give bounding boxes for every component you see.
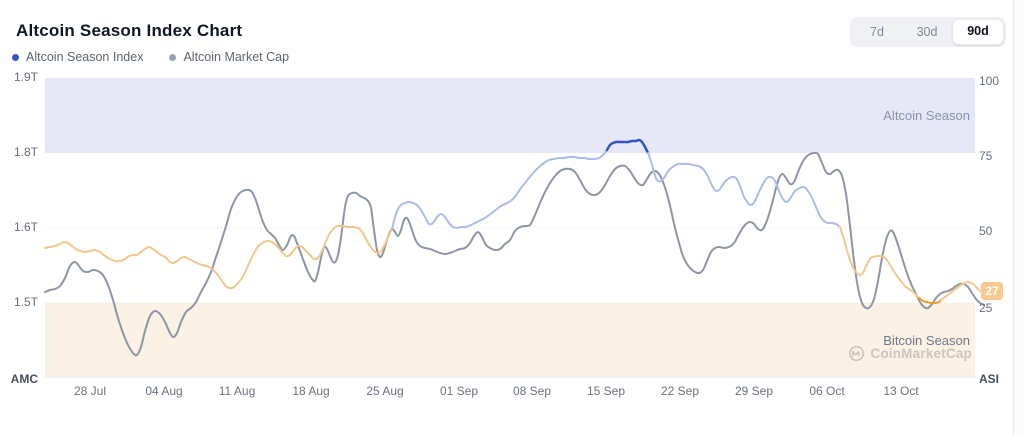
- altcoin-season-band: [45, 78, 975, 153]
- current-asi-value-badge: 27: [981, 282, 1003, 300]
- y-right-tick-50: 50: [979, 224, 993, 238]
- right-axis-name-asi: ASI: [979, 372, 1000, 386]
- legend-dot-blue-icon: [12, 53, 19, 61]
- altcoin-season-zone-label: Altcoin Season: [883, 108, 970, 123]
- x-tick-28-jul: 28 Jul: [73, 384, 107, 398]
- legend-item-altcoin-season-index[interactable]: Altcoin Season Index: [12, 50, 143, 64]
- y-right-tick-75: 75: [979, 149, 993, 163]
- bitcoin-season-band: [45, 303, 975, 377]
- altcoin-season-index-line-blue-light-2: [647, 152, 841, 228]
- x-tick-25-aug: 25 Aug: [366, 384, 404, 398]
- y-right-tick-100: 100: [979, 74, 1000, 88]
- altcoin-season-index-line-orange-2: [839, 226, 920, 299]
- altcoin-season-index-line-blue-light-1: [391, 149, 608, 230]
- watermark-text: CoinMarketCap: [870, 346, 972, 361]
- page-title: Altcoin Season Index Chart: [16, 21, 243, 40]
- legend-label: Altcoin Market Cap: [183, 50, 290, 64]
- altcoin-season-index-line-orange-3: [940, 280, 981, 301]
- legend-label: Altcoin Season Index: [26, 50, 144, 64]
- x-tick-08-sep: 08 Sep: [512, 384, 552, 398]
- range-button-30d[interactable]: 30d: [916, 25, 938, 39]
- scrollbar-track[interactable]: [1013, 0, 1024, 436]
- range-button-90d[interactable]: 90d: [952, 19, 1004, 45]
- x-tick-18-aug: 18 Aug: [292, 384, 330, 398]
- x-tick-06-oct: 06 Oct: [809, 384, 845, 398]
- altcoin-season-index-line-orange-deep: [918, 297, 942, 305]
- y-left-tick-1-5t: 1.5T: [13, 295, 38, 309]
- x-tick-15-sep: 15 Sep: [586, 384, 626, 398]
- chart-legend: Altcoin Season Index Altcoin Market Cap: [12, 50, 289, 64]
- y-left-tick-1-8t: 1.8T: [13, 145, 38, 159]
- coinmarketcap-logo-icon: [849, 345, 865, 362]
- x-tick-01-sep: 01 Sep: [439, 384, 479, 398]
- y-left-tick-1-9t: 1.9T: [13, 70, 38, 84]
- bitcoin-season-zone-label: Bitcoin Season: [883, 333, 970, 348]
- y-right-tick-25: 25: [979, 301, 993, 315]
- x-tick-22-sep: 22 Sep: [660, 384, 700, 398]
- watermark: CoinMarketCap: [848, 345, 972, 362]
- x-tick-29-sep: 29 Sep: [734, 384, 774, 398]
- series-layer: [44, 138, 985, 357]
- left-axis-name-amc: AMC: [10, 372, 38, 386]
- range-button-7d[interactable]: 7d: [870, 25, 884, 39]
- altcoin-season-index-line-orange-1: [44, 224, 393, 290]
- x-tick-11-aug: 11 Aug: [218, 384, 256, 398]
- legend-item-altcoin-market-cap[interactable]: Altcoin Market Cap: [169, 50, 289, 64]
- y-left-tick-1-6t: 1.6T: [13, 220, 38, 234]
- legend-dot-gray-icon: [169, 53, 177, 61]
- altcoin-market-cap-line: [44, 151, 985, 357]
- altcoin-season-index-line-blue-dark: [605, 138, 650, 155]
- range-selector: 7d 30d 90d: [850, 17, 1006, 47]
- x-tick-04-aug: 04 Aug: [145, 384, 183, 398]
- x-tick-13-oct: 13 Oct: [883, 384, 919, 398]
